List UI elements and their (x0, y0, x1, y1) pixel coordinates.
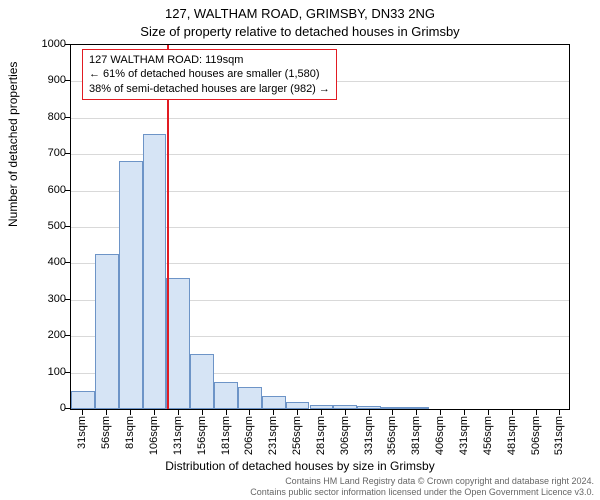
y-tick-label: 700 (6, 147, 66, 159)
x-tick-mark (249, 410, 250, 415)
x-tick-label: 506sqm (530, 416, 542, 455)
x-tick-label: 206sqm (243, 416, 255, 455)
y-tick-label: 100 (6, 366, 66, 378)
x-tick-label: 281sqm (315, 416, 327, 455)
histogram-bar (95, 254, 119, 409)
x-tick-mark (392, 410, 393, 415)
x-tick-label: 81sqm (124, 416, 136, 449)
annotation-line: 38% of semi-detached houses are larger (… (89, 82, 330, 96)
x-tick-mark (130, 410, 131, 415)
x-tick-mark (106, 410, 107, 415)
x-tick-label: 431sqm (458, 416, 470, 455)
annotation-line: ← 61% of detached houses are smaller (1,… (89, 67, 330, 81)
x-tick-mark (512, 410, 513, 415)
y-tick-mark (65, 262, 70, 263)
x-tick-mark (226, 410, 227, 415)
x-tick-mark (559, 410, 560, 415)
y-tick-mark (65, 153, 70, 154)
x-tick-label: 106sqm (148, 416, 160, 455)
histogram-bar (214, 382, 238, 409)
histogram-bar (310, 405, 334, 409)
x-tick-label: 381sqm (410, 416, 422, 455)
credits-line-2: Contains public sector information licen… (250, 487, 594, 498)
y-tick-mark (65, 44, 70, 45)
y-tick-label: 200 (6, 329, 66, 341)
x-tick-mark (488, 410, 489, 415)
y-tick-label: 900 (6, 74, 66, 86)
y-tick-mark (65, 372, 70, 373)
histogram-bar (143, 134, 167, 409)
x-tick-label: 181sqm (220, 416, 232, 455)
y-tick-label: 400 (6, 256, 66, 268)
x-tick-label: 256sqm (291, 416, 303, 455)
x-tick-mark (154, 410, 155, 415)
credits-line-1: Contains HM Land Registry data © Crown c… (250, 476, 594, 487)
x-tick-label: 131sqm (172, 416, 184, 455)
x-tick-label: 531sqm (553, 416, 565, 455)
x-tick-label: 481sqm (506, 416, 518, 455)
x-tick-mark (82, 410, 83, 415)
page-title-subtitle: Size of property relative to detached ho… (0, 24, 600, 39)
histogram-bar (238, 387, 262, 409)
gridline (71, 118, 569, 119)
y-tick-mark (65, 408, 70, 409)
x-tick-label: 306sqm (339, 416, 351, 455)
histogram-bar (286, 402, 310, 409)
x-tick-label: 231sqm (267, 416, 279, 455)
x-tick-label: 56sqm (100, 416, 112, 449)
x-tick-mark (369, 410, 370, 415)
page-title-address: 127, WALTHAM ROAD, GRIMSBY, DN33 2NG (0, 6, 600, 21)
histogram-bar (166, 278, 190, 409)
x-tick-mark (321, 410, 322, 415)
x-tick-mark (536, 410, 537, 415)
x-tick-label: 356sqm (386, 416, 398, 455)
y-tick-label: 600 (6, 184, 66, 196)
x-tick-mark (178, 410, 179, 415)
x-tick-label: 331sqm (363, 416, 375, 455)
x-tick-mark (273, 410, 274, 415)
histogram-bar (262, 396, 286, 409)
x-tick-label: 156sqm (196, 416, 208, 455)
x-tick-label: 31sqm (76, 416, 88, 449)
x-tick-mark (440, 410, 441, 415)
histogram-bar (119, 161, 143, 409)
histogram-bar (381, 407, 405, 409)
annotation-line: 127 WALTHAM ROAD: 119sqm (89, 53, 330, 67)
y-tick-mark (65, 190, 70, 191)
histogram-bar (190, 354, 214, 409)
y-tick-label: 0 (6, 402, 66, 414)
y-tick-mark (65, 226, 70, 227)
y-tick-mark (65, 299, 70, 300)
histogram-bar (357, 406, 381, 409)
y-tick-label: 300 (6, 293, 66, 305)
x-tick-mark (464, 410, 465, 415)
histogram-bar (333, 405, 357, 409)
y-tick-mark (65, 80, 70, 81)
y-tick-mark (65, 335, 70, 336)
x-tick-mark (345, 410, 346, 415)
x-tick-mark (297, 410, 298, 415)
x-tick-label: 456sqm (482, 416, 494, 455)
x-tick-label: 406sqm (434, 416, 446, 455)
histogram-bar (71, 391, 95, 409)
x-tick-mark (202, 410, 203, 415)
credits: Contains HM Land Registry data © Crown c… (250, 476, 594, 498)
histogram-bar (405, 407, 429, 409)
y-tick-mark (65, 117, 70, 118)
y-tick-label: 500 (6, 220, 66, 232)
x-tick-mark (416, 410, 417, 415)
x-axis-label: Distribution of detached houses by size … (0, 459, 600, 473)
y-tick-label: 800 (6, 111, 66, 123)
y-tick-label: 1000 (6, 38, 66, 50)
annotation-box: 127 WALTHAM ROAD: 119sqm← 61% of detache… (82, 49, 337, 100)
